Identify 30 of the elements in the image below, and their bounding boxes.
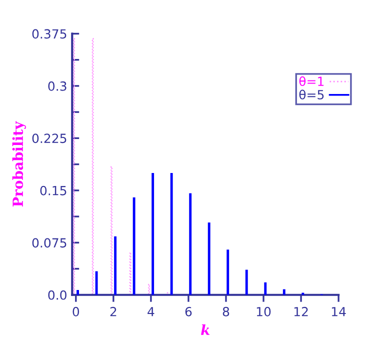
bar: [245, 270, 248, 295]
y-tick-label: 0.0: [48, 290, 66, 300]
bar: [226, 250, 230, 295]
y-tick-label: 0.3: [48, 81, 66, 91]
y-tick-label: 0.225: [32, 134, 66, 144]
y-axis-title: Probability: [12, 121, 26, 207]
bar: [282, 289, 286, 295]
bar: [264, 282, 267, 295]
x-tick-label: 14: [332, 307, 346, 316]
x-tick-label: 8: [222, 306, 230, 316]
x-tick-label: 4: [148, 307, 154, 316]
y-tick-label: 0.375: [32, 29, 66, 39]
bar: [208, 222, 210, 295]
legend-label: θ=1: [299, 76, 324, 86]
x-tick-label: 12: [294, 306, 308, 316]
bar: [114, 236, 117, 295]
bar: [95, 271, 98, 295]
bar: [170, 172, 173, 295]
bar: [76, 290, 79, 295]
bar: [189, 193, 192, 295]
y-tick-label: 0.075: [32, 238, 66, 248]
bar: [152, 172, 154, 295]
x-tick-label: 10: [256, 306, 271, 316]
x-axis-title: k: [201, 324, 210, 335]
x-tick-label: 0: [72, 306, 80, 316]
x-tick-label: 6: [185, 306, 192, 316]
y-tick-label: 0.15: [40, 186, 66, 196]
bar: [132, 197, 136, 295]
x-tick-label: 2: [110, 306, 116, 316]
legend-label: θ=5: [299, 90, 324, 100]
